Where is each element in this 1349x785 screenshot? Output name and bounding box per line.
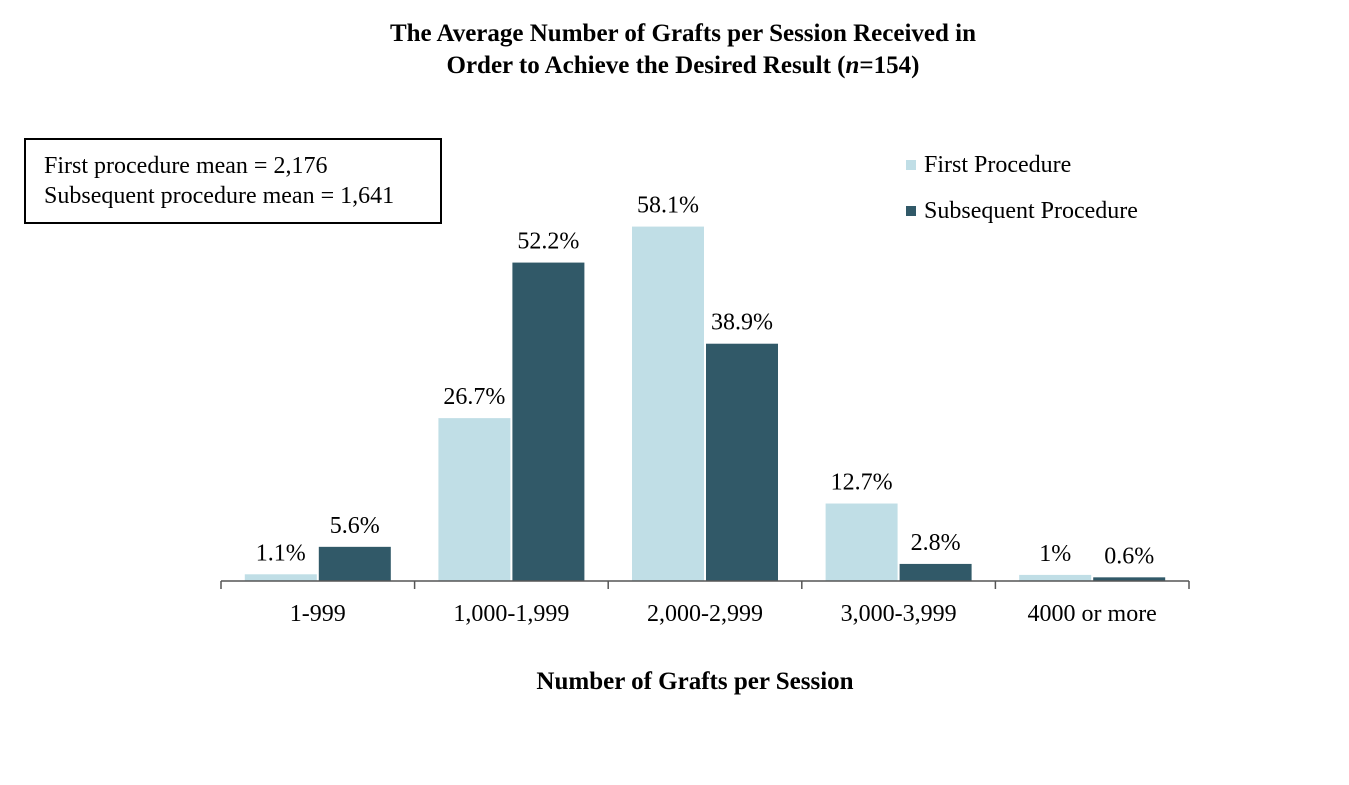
chart-title-line-2-post: =154) bbox=[859, 52, 920, 79]
x-tick-label-4000-or-more: 4000 or more bbox=[1028, 601, 1157, 627]
legend-label-subsequent-procedure: Subsequent Procedure bbox=[924, 198, 1138, 224]
x-tick-label-1-000-1-999: 1,000-1,999 bbox=[453, 601, 569, 627]
x-tick-label-2-000-2-999: 2,000-2,999 bbox=[647, 601, 763, 627]
x-tick-labels-group: 1-999 1,000-1,999 2,000-2,999 3,000-3,999 40… bbox=[290, 601, 1157, 627]
data-label-subsequent-procedure-3-000-3-999: 2.8% bbox=[911, 530, 961, 556]
data-label-first-procedure-4000-or-more: 1% bbox=[1039, 541, 1071, 567]
chart-title-line-1: The Average Number of Grafts per Session… bbox=[389, 20, 977, 47]
legend-item-first-procedure: First Procedure bbox=[906, 148, 1138, 194]
data-label-first-procedure-3-000-3-999: 12.7% bbox=[831, 470, 893, 496]
x-tick-label-1-999: 1-999 bbox=[290, 601, 346, 627]
bar-subsequent-procedure-2-000-2-999 bbox=[706, 343, 778, 581]
first-procedure-mean: First procedure mean = 2,176 bbox=[44, 153, 328, 179]
subsequent-procedure-mean: Subsequent procedure mean = 1,641 bbox=[44, 183, 395, 209]
data-label-first-procedure-1-999: 1.1% bbox=[256, 540, 306, 566]
bar-subsequent-procedure-3-000-3-999 bbox=[899, 563, 972, 581]
legend: First Procedure Subsequent Procedure bbox=[906, 148, 1138, 240]
chart-title: The Average Number of Grafts per Session… bbox=[0, 18, 1349, 82]
bar-subsequent-procedure-1-000-1-999 bbox=[512, 262, 585, 581]
x-axis-title: Number of Grafts per Session bbox=[536, 668, 854, 695]
data-label-first-procedure-1-000-1-999: 26.7% bbox=[443, 384, 505, 410]
bar-first-procedure-1-000-1-999 bbox=[438, 418, 511, 581]
data-label-subsequent-procedure-1-999: 5.6% bbox=[330, 513, 380, 539]
bar-first-procedure-4000-or-more bbox=[1019, 574, 1092, 581]
data-label-first-procedure-2-000-2-999: 58.1% bbox=[637, 193, 699, 219]
data-label-subsequent-procedure-1-000-1-999: 52.2% bbox=[517, 229, 579, 255]
chart-title-line-2: Order to Achieve the Desired Result (n=1… bbox=[0, 50, 1349, 82]
chart-title-n: n bbox=[845, 52, 860, 79]
annotation-box: First procedure mean = 2,176 Subsequent … bbox=[24, 138, 442, 224]
legend-swatch-subsequent-procedure bbox=[906, 206, 916, 216]
chart-title-line-2-pre: Order to Achieve the Desired Result ( bbox=[446, 52, 846, 79]
bars-group bbox=[244, 226, 1166, 581]
bar-subsequent-procedure-4000-or-more bbox=[1093, 577, 1166, 581]
bar-first-procedure-1-999 bbox=[244, 574, 317, 581]
data-label-subsequent-procedure-2-000-2-999: 38.9% bbox=[711, 310, 773, 336]
legend-label-first-procedure: First Procedure bbox=[924, 152, 1072, 178]
x-axis bbox=[220, 580, 1190, 589]
value-labels-group: 1.1% 5.6% 26.7% 52.2% 58.1% 38.9% 12.7% 2.8% 1% 0… bbox=[256, 193, 1154, 570]
legend-item-subsequent-procedure: Subsequent Procedure bbox=[906, 194, 1138, 240]
bar-first-procedure-3-000-3-999 bbox=[825, 503, 898, 581]
x-tick-label-3-000-3-999: 3,000-3,999 bbox=[841, 601, 957, 627]
legend-swatch-first-procedure bbox=[906, 160, 916, 170]
bar-subsequent-procedure-1-999 bbox=[318, 546, 391, 581]
bar-first-procedure-2-000-2-999 bbox=[632, 226, 704, 581]
data-label-subsequent-procedure-4000-or-more: 0.6% bbox=[1104, 543, 1154, 569]
